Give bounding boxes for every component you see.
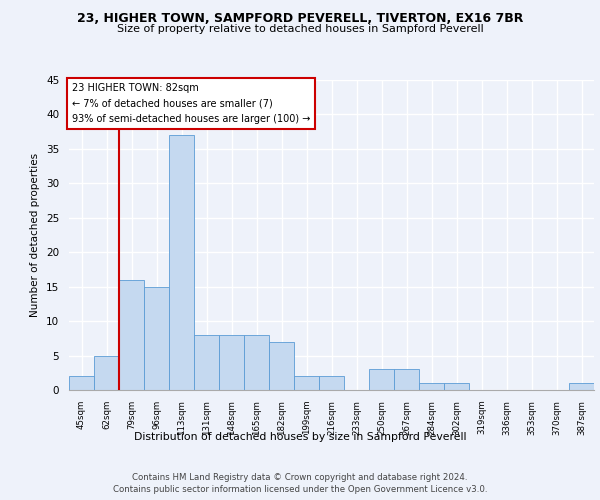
- Bar: [569, 383, 594, 390]
- Bar: [119, 280, 144, 390]
- Bar: [194, 335, 219, 390]
- Text: 23 HIGHER TOWN: 82sqm
← 7% of detached houses are smaller (7)
93% of semi-detach: 23 HIGHER TOWN: 82sqm ← 7% of detached h…: [71, 83, 310, 124]
- Bar: [69, 376, 94, 390]
- Bar: [319, 376, 344, 390]
- Text: Contains HM Land Registry data © Crown copyright and database right 2024.
Contai: Contains HM Land Registry data © Crown c…: [113, 472, 487, 494]
- Bar: [94, 356, 119, 390]
- Y-axis label: Number of detached properties: Number of detached properties: [31, 153, 40, 317]
- Bar: [444, 383, 469, 390]
- Bar: [244, 335, 269, 390]
- Bar: [269, 342, 294, 390]
- Bar: [294, 376, 319, 390]
- Text: Distribution of detached houses by size in Sampford Peverell: Distribution of detached houses by size …: [134, 432, 466, 442]
- Bar: [394, 370, 419, 390]
- Text: 23, HIGHER TOWN, SAMPFORD PEVERELL, TIVERTON, EX16 7BR: 23, HIGHER TOWN, SAMPFORD PEVERELL, TIVE…: [77, 12, 523, 26]
- Bar: [219, 335, 244, 390]
- Bar: [369, 370, 394, 390]
- Text: Size of property relative to detached houses in Sampford Peverell: Size of property relative to detached ho…: [116, 24, 484, 34]
- Bar: [144, 286, 169, 390]
- Bar: [419, 383, 444, 390]
- Bar: [169, 135, 194, 390]
